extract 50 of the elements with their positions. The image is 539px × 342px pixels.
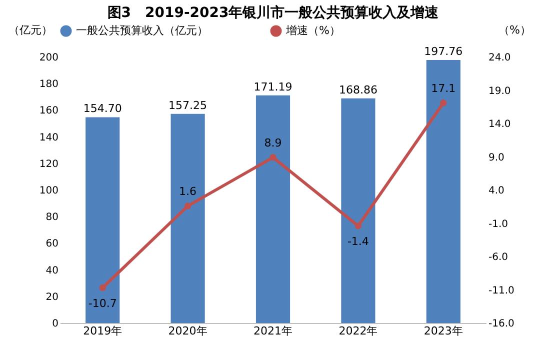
y-tick-label: 20 [46, 292, 58, 303]
bar [86, 117, 120, 323]
legend-label: 一般公共预算收入（亿元） [76, 24, 208, 37]
y-tick-label: 120 [39, 158, 58, 170]
y-tick-label: 0 [52, 318, 58, 330]
y2-tick-label: -11.0 [488, 285, 514, 296]
y-tick-label: 160 [39, 106, 58, 117]
point [440, 100, 447, 106]
x-tick-label: 2023年 [424, 324, 463, 338]
y2-axis-title: （%） [498, 24, 531, 36]
bar [341, 98, 376, 323]
data-label: -1.4 [347, 234, 369, 248]
point [354, 222, 362, 230]
y-tick-label: 40 [46, 265, 58, 276]
data-label: -10.7 [88, 296, 117, 310]
bar [170, 114, 205, 323]
bar [256, 95, 290, 323]
y-axis-title: （亿元） [8, 24, 52, 36]
data-label: 171.19 [254, 80, 292, 94]
y-tick-label: 140 [39, 132, 58, 144]
y2-tick-label: -6.0 [488, 252, 508, 263]
data-label: 8.9 [264, 136, 282, 150]
bar [426, 60, 460, 323]
y2-tick-label: -1.0 [488, 218, 508, 230]
point [270, 154, 276, 161]
legend-label: 增速（%） [285, 24, 340, 37]
y-tick-label: 100 [39, 186, 58, 196]
y2-tick-label: 24.0 [488, 52, 511, 64]
y-tick-label: 80 [46, 212, 58, 224]
y2-tick-label: 14.0 [488, 119, 511, 130]
y2-tick-label: -16.0 [488, 318, 514, 330]
point [99, 284, 106, 292]
point [184, 202, 192, 210]
data-label: 168.86 [338, 83, 378, 96]
y-tick-label: 60 [46, 238, 58, 250]
data-label: 1.6 [179, 184, 197, 198]
chart-title: 图3 2019-2023年银川市一般公共预算收入及增速 [107, 4, 440, 21]
x-tick-label: 2019年 [83, 324, 122, 338]
y-tick-label: 200 [39, 52, 58, 64]
y2-tick-label: 9.0 [488, 152, 504, 164]
x-tick-label: 2020年 [168, 324, 208, 338]
y2-tick-label: 19.0 [488, 86, 511, 97]
data-label: 197.76 [424, 44, 463, 58]
data-label: 154.70 [83, 102, 122, 116]
y-tick-label: 180 [39, 79, 58, 90]
data-label: 157.25 [168, 98, 208, 112]
data-label: 17.1 [431, 82, 456, 95]
y2-tick-label: 4.0 [488, 186, 504, 196]
x-tick-label: 2021年 [254, 324, 292, 338]
x-tick-label: 2022年 [338, 324, 378, 338]
